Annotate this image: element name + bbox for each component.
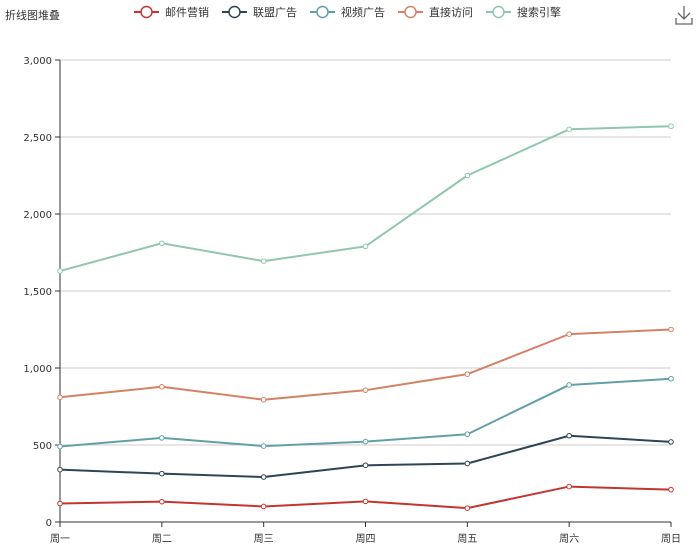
legend-label: 视频广告 (341, 5, 385, 19)
x-tick-label: 周二 (152, 533, 172, 545)
legend-marker (492, 5, 505, 19)
y-tick-label: 1,500 (23, 287, 52, 298)
data-point[interactable] (464, 431, 471, 438)
legend-marker (316, 5, 329, 19)
data-point[interactable] (57, 466, 63, 473)
y-tick-label: 0 (46, 518, 52, 529)
legend-label: 邮件营销 (165, 5, 209, 19)
data-point[interactable] (57, 443, 63, 450)
legend-marker (404, 5, 417, 19)
data-point[interactable] (668, 375, 674, 382)
data-point[interactable] (362, 438, 369, 445)
data-point[interactable] (668, 486, 674, 493)
x-tick-label: 周三 (254, 533, 274, 545)
legend-item[interactable]: 邮件营销 (134, 5, 209, 19)
data-point[interactable] (362, 498, 369, 505)
download-icon[interactable] (674, 4, 694, 26)
series-4[interactable] (57, 123, 674, 274)
data-point[interactable] (566, 382, 572, 388)
data-point[interactable] (159, 383, 165, 390)
legend-item[interactable]: 搜索引擎 (486, 5, 561, 19)
legend-marker (228, 5, 241, 19)
data-point[interactable] (260, 474, 267, 480)
series-0[interactable] (57, 483, 674, 511)
data-point[interactable] (159, 240, 165, 247)
data-point[interactable] (464, 505, 471, 511)
data-point[interactable] (566, 126, 572, 133)
data-point[interactable] (566, 483, 572, 490)
data-point[interactable] (260, 258, 267, 264)
data-point[interactable] (159, 470, 165, 477)
data-point[interactable] (57, 394, 63, 401)
legend: 邮件营销 联盟广告 视频广告 直接访问 搜索引擎 (134, 5, 561, 19)
x-tick-label: 周一 (50, 533, 70, 545)
x-tick-label: 周五 (457, 533, 477, 545)
series-line[interactable] (59, 125, 672, 272)
data-point[interactable] (57, 268, 63, 274)
data-point[interactable] (464, 460, 471, 467)
data-point[interactable] (260, 396, 267, 403)
data-point[interactable] (260, 443, 267, 449)
legend-item[interactable]: 联盟广告 (222, 5, 297, 19)
series-layer (57, 123, 674, 511)
legend-item[interactable]: 视频广告 (310, 5, 385, 19)
x-tick-label: 周六 (559, 533, 579, 545)
legend-label: 搜索引擎 (517, 5, 561, 19)
data-point[interactable] (159, 435, 165, 441)
data-point[interactable] (57, 500, 63, 507)
chart-title: 折线图堆叠 (5, 9, 60, 22)
data-point[interactable] (362, 243, 369, 250)
x-tick-label: 周日 (661, 533, 681, 545)
data-point[interactable] (668, 326, 674, 333)
legend-label: 直接访问 (429, 5, 473, 19)
series-3[interactable] (57, 326, 674, 403)
data-point[interactable] (260, 503, 267, 510)
y-tick-label: 2,000 (23, 210, 52, 221)
data-point[interactable] (159, 498, 165, 505)
series-2[interactable] (57, 375, 674, 450)
data-point[interactable] (668, 123, 674, 130)
y-tick-label: 2,500 (23, 133, 52, 144)
x-tick-label: 周四 (356, 533, 376, 545)
grid-lines (60, 59, 671, 446)
data-point[interactable] (362, 387, 369, 393)
data-point[interactable] (566, 331, 572, 337)
legend-item[interactable]: 直接访问 (398, 5, 473, 19)
data-point[interactable] (566, 432, 572, 439)
y-tick-label: 3,000 (23, 56, 52, 67)
y-tick-label: 500 (33, 441, 52, 452)
data-point[interactable] (464, 371, 471, 377)
series-line[interactable] (59, 485, 672, 510)
legend-label: 联盟广告 (253, 6, 297, 19)
data-point[interactable] (668, 439, 674, 445)
legend-marker (140, 5, 153, 19)
y-tick-label: 1,000 (23, 364, 52, 375)
series-1[interactable] (57, 432, 674, 480)
data-point[interactable] (464, 172, 471, 179)
data-point[interactable] (362, 462, 369, 469)
